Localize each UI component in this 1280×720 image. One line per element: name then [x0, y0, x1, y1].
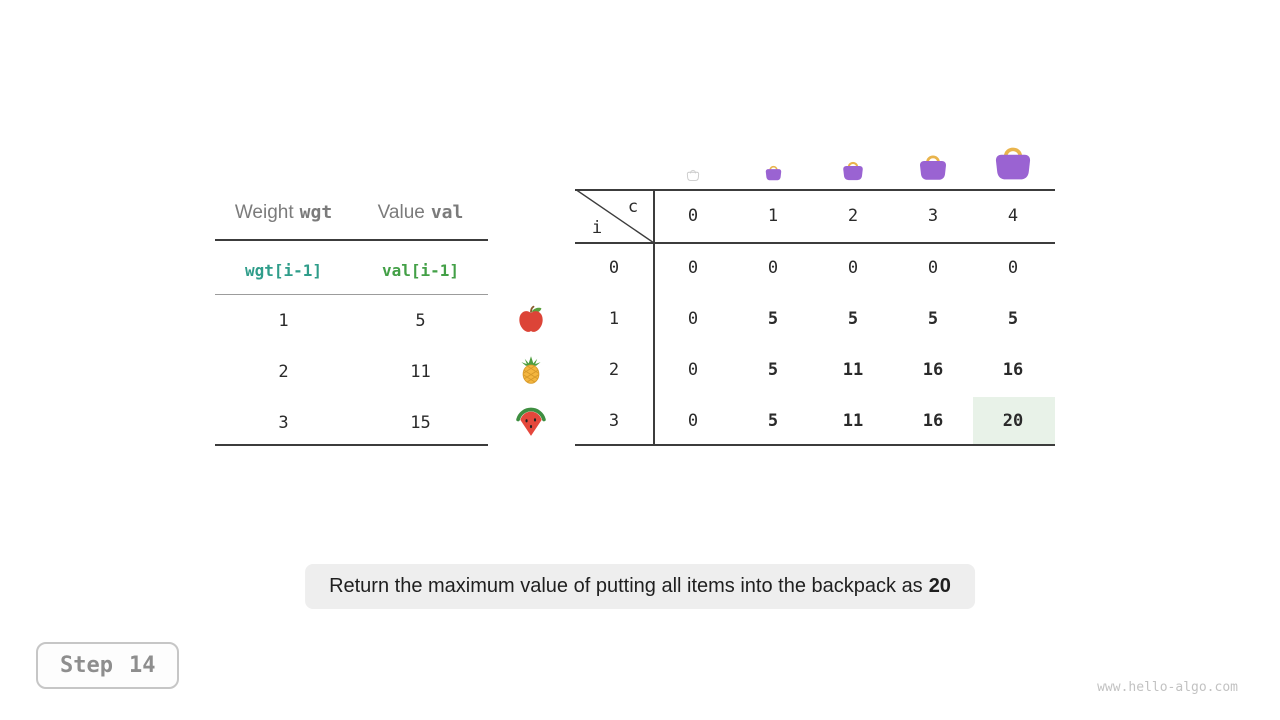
bag-ghost-icon	[686, 167, 700, 181]
value-header-label: Value	[377, 202, 425, 223]
dp-cell-3-3: 16	[922, 411, 944, 431]
dp-cell-2-4: 16	[1002, 360, 1024, 380]
weight-header-code: wgt	[299, 202, 333, 223]
dp-cell-2-2: 11	[842, 360, 864, 380]
dp-table-vertical-divider	[653, 189, 655, 446]
dp-cell-2-0: 0	[687, 360, 699, 380]
dp-cell-1-4: 5	[1007, 309, 1019, 329]
dp-cell-2-3: 16	[922, 360, 944, 380]
result-caption: Return the maximum value of putting all …	[305, 564, 975, 609]
col-header-1: 1	[767, 206, 779, 226]
item-2-weight: 2	[278, 362, 289, 382]
wgt-formula: wgt[i-1]	[244, 261, 323, 280]
bag-xlarge-icon	[992, 139, 1034, 181]
step-number: 14	[128, 653, 156, 678]
site-watermark: www.hello-algo.com	[1097, 680, 1238, 695]
col-header-2: 2	[847, 206, 859, 226]
dp-cell-0-3: 0	[927, 258, 939, 278]
dp-cell-3-4-result: 20	[1002, 411, 1024, 431]
dp-table-bottom-border	[575, 444, 1055, 446]
items-table-bottom-border	[215, 444, 488, 446]
dp-cell-0-1: 0	[767, 258, 779, 278]
row-header-0: 0	[608, 258, 620, 278]
dp-table-header-divider	[575, 242, 1055, 244]
step-indicator: Step 14	[36, 642, 180, 689]
corner-diagonal-line	[575, 189, 654, 243]
bag-medium-icon	[841, 157, 865, 181]
dp-table-top-border	[575, 189, 1055, 191]
dp-cell-1-3: 5	[927, 309, 939, 329]
col-header-4: 4	[1007, 206, 1019, 226]
weight-header-label: Weight	[234, 202, 294, 223]
items-table-header-divider	[215, 239, 488, 241]
result-caption-text: Return the maximum value of putting all …	[329, 575, 923, 597]
value-header-code: val	[430, 202, 464, 223]
dp-cell-3-1: 5	[767, 411, 779, 431]
items-table-code-divider	[215, 294, 488, 295]
result-caption-value: 20	[928, 575, 951, 597]
row-header-3: 3	[608, 411, 620, 431]
dp-cell-1-2: 5	[847, 309, 859, 329]
dp-cell-0-4: 0	[1007, 258, 1019, 278]
col-header-3: 3	[927, 206, 939, 226]
item-3-value: 15	[410, 413, 431, 433]
step-label: Step	[60, 653, 113, 678]
item-3-weight: 3	[278, 413, 289, 433]
watermelon-icon	[515, 407, 547, 439]
dp-cell-1-1: 5	[767, 309, 779, 329]
dp-cell-3-0: 0	[687, 411, 699, 431]
row-header-2: 2	[608, 360, 620, 380]
dp-cell-1-0: 0	[687, 309, 699, 329]
value-header: Value val	[352, 200, 489, 226]
apple-icon	[516, 304, 546, 334]
row-header-1: 1	[608, 309, 620, 329]
dp-cell-3-2: 11	[842, 411, 864, 431]
corner-label-i: i	[591, 218, 603, 238]
weight-header: Weight wgt	[215, 200, 352, 226]
item-2-value: 11	[410, 362, 431, 382]
item-1-value: 5	[415, 311, 426, 331]
dp-cell-0-0: 0	[687, 258, 699, 278]
val-formula: val[i-1]	[381, 261, 460, 280]
item-1-weight: 1	[278, 311, 289, 331]
pineapple-icon	[516, 355, 546, 385]
dp-cell-2-1: 5	[767, 360, 779, 380]
bag-small-icon	[764, 162, 783, 181]
bag-large-icon	[917, 149, 949, 181]
highlighted-result-cell-background	[973, 397, 1055, 445]
dp-cell-0-2: 0	[847, 258, 859, 278]
col-header-0: 0	[687, 206, 699, 226]
corner-label-c: c	[627, 197, 639, 217]
